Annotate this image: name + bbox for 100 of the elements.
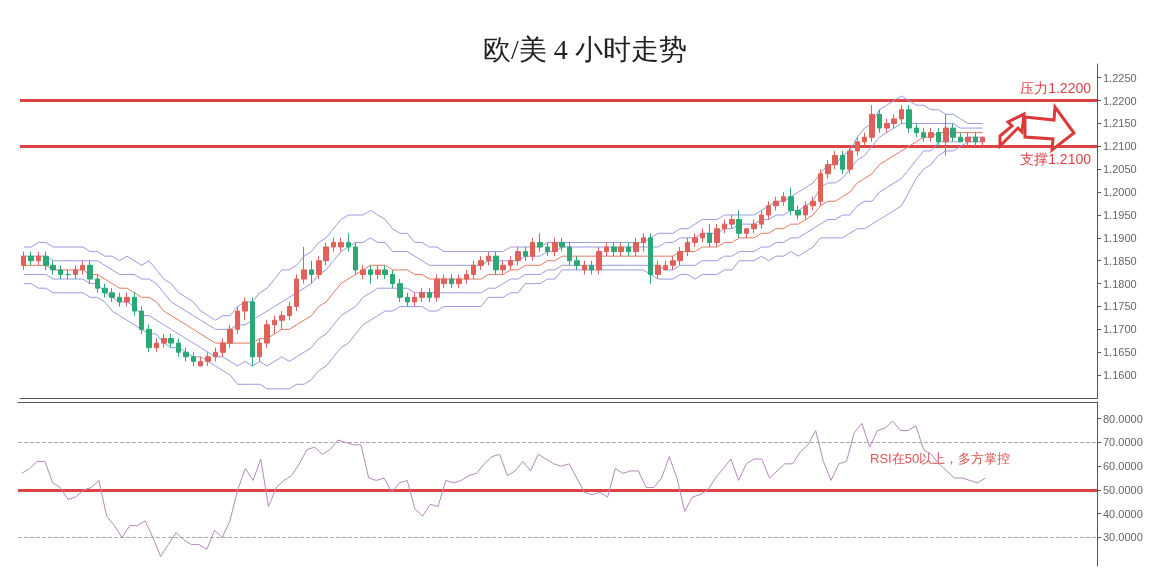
candlestick — [958, 132, 963, 143]
candlestick — [287, 301, 292, 321]
candlestick — [471, 260, 476, 280]
candlestick — [500, 260, 506, 275]
candlestick — [803, 200, 808, 221]
y-tick-label: 1.1700 — [1103, 323, 1137, 336]
candlestick — [589, 260, 594, 275]
y-tick-label: 1.1950 — [1103, 208, 1137, 221]
y-tick-label: 1.2200 — [1103, 94, 1137, 107]
candlestick — [722, 219, 727, 234]
candlestick — [382, 264, 388, 280]
candlestick — [921, 127, 926, 143]
candlestick — [73, 264, 78, 280]
candlestick — [736, 209, 742, 239]
candlestick — [641, 232, 646, 253]
candlestick — [692, 232, 698, 248]
candlestick — [353, 241, 358, 275]
candlestick — [456, 273, 462, 289]
candlestick — [176, 338, 181, 358]
candlestick — [552, 237, 558, 257]
candlestick — [257, 338, 262, 362]
candlestick — [449, 273, 454, 289]
candlestick — [390, 269, 395, 289]
candlestick — [117, 292, 122, 307]
candlestick — [375, 264, 381, 280]
candlestick — [95, 273, 100, 294]
candlestick — [250, 296, 255, 367]
candlestick — [965, 132, 971, 147]
y-tick-label: 1.1600 — [1103, 369, 1137, 382]
candlestick — [633, 237, 639, 257]
candlestick — [618, 241, 624, 257]
candlestick — [626, 241, 631, 257]
candlestick — [235, 305, 240, 335]
candlestick — [338, 237, 344, 253]
candlestick — [346, 232, 351, 253]
candlestick — [397, 278, 403, 303]
candlestick — [914, 122, 919, 138]
y-tick-label: 1.2000 — [1103, 186, 1137, 199]
candlestick — [574, 255, 580, 271]
candlestick — [714, 223, 720, 248]
candlestick — [648, 232, 653, 285]
candlestick — [493, 251, 499, 275]
y-tick-label: 1.1650 — [1103, 346, 1137, 359]
y-tick-label: 30.0000 — [1103, 531, 1143, 544]
candlestick — [28, 251, 34, 266]
candlestick — [877, 109, 882, 134]
candlestick — [559, 237, 565, 253]
candlestick — [124, 292, 130, 307]
candlestick — [604, 241, 609, 257]
candlestick — [928, 127, 934, 143]
candlestick — [567, 241, 572, 266]
candlestick — [36, 251, 41, 266]
y-tick-label: 70.0000 — [1103, 436, 1143, 449]
candlestick — [707, 223, 712, 248]
candlestick — [360, 264, 366, 280]
candlestick — [759, 209, 764, 230]
candlestick — [161, 333, 167, 349]
candlestick — [655, 260, 661, 280]
candlestick — [478, 255, 484, 271]
candlestick — [80, 260, 85, 275]
candlestick — [139, 305, 144, 335]
candlestick — [744, 228, 749, 239]
candlestick — [906, 104, 912, 134]
candlestick — [685, 237, 690, 257]
candlestick — [87, 260, 93, 285]
candlestick — [855, 136, 860, 157]
candlestick — [279, 310, 285, 330]
candlestick — [515, 246, 521, 266]
y-tick-label: 1.2050 — [1103, 163, 1137, 176]
y-tick-label: 80.0000 — [1103, 412, 1143, 425]
candlestick — [264, 319, 270, 349]
candlestick — [508, 255, 513, 271]
y-tick-label: 40.0000 — [1103, 507, 1143, 520]
candlestick — [840, 150, 845, 175]
candlestick — [773, 196, 779, 211]
y-tick-label: 1.1850 — [1103, 254, 1137, 267]
legend-label: 支撑1.2100 — [1020, 151, 1092, 168]
candlestick — [132, 292, 137, 317]
candlestick — [810, 196, 816, 211]
candlestick — [65, 269, 71, 280]
candlestick — [427, 287, 432, 303]
candlestick — [523, 246, 528, 262]
candlestick — [58, 264, 63, 280]
candlestick — [980, 136, 985, 147]
candlestick — [412, 292, 417, 307]
y-tick-label: 1.2250 — [1103, 71, 1137, 84]
y-tick-label: 50.0000 — [1103, 483, 1143, 496]
candlestick — [331, 237, 336, 253]
candlestick — [751, 219, 757, 234]
candlestick — [213, 347, 218, 362]
y-tick-label: 1.1800 — [1103, 277, 1137, 290]
y-tick-label: 1.1750 — [1103, 300, 1137, 313]
candlestick — [973, 132, 978, 147]
ref-line-label: 压力1.2200 — [1020, 79, 1092, 96]
line-series — [23, 95, 984, 321]
candlestick — [582, 260, 587, 275]
candlestick — [899, 104, 904, 124]
candlestick — [847, 145, 853, 175]
y-tick-label: 1.1900 — [1103, 231, 1137, 244]
y-tick-label: 1.2150 — [1103, 117, 1137, 130]
